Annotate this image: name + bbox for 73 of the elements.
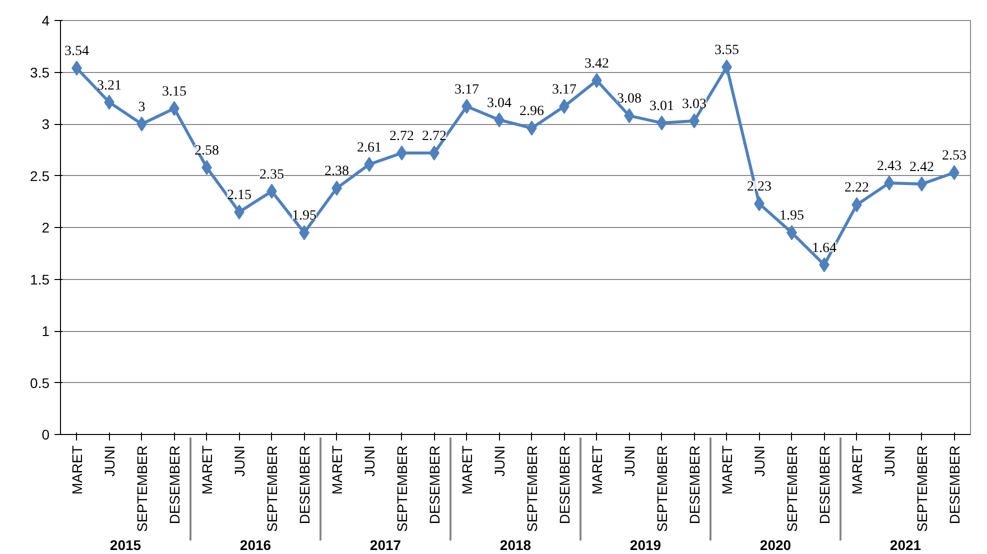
data-label: 3 [138,100,146,115]
data-label: 3.08 [617,92,642,107]
data-label: 2.43 [877,158,902,174]
x-tick-label: JUNI [881,445,898,477]
x-tick-label: MARET [68,445,85,494]
x-tick-label: SEPTEMBER [654,445,670,532]
text: 2019 [630,536,662,553]
text: 2021 [890,536,922,553]
x-tick-label: DESEMBER [946,445,962,524]
x-tick-label: MARET [198,445,215,494]
x-tick-label: JUNI [751,445,768,477]
y-tick-label: 1 [42,323,50,339]
x-tick-label: JUNI [361,445,378,477]
x-tick-label: SEPTEMBER [524,445,540,532]
data-label: 3.17 [454,82,479,98]
x-tick-label: SEPTEMBER [784,445,800,532]
text: 2018 [500,536,532,553]
x-tick-label: MARET [328,445,345,494]
x-tick-label: DESEMBER [816,445,832,524]
x-tick-label: DESEMBER [556,445,572,524]
x-tick-label: SEPTEMBER [914,445,930,532]
y-tick-label: 3.5 [30,64,50,80]
text: 2020 [760,536,792,553]
data-label: 3.42 [584,56,609,72]
x-tick-label: MARET [718,445,735,494]
y-tick-label: 0 [42,426,50,442]
x-tick-label: JUNI [101,445,118,477]
data-label: 3.15 [162,84,186,100]
data-label: 2.58 [194,143,219,158]
data-label: 2.38 [324,164,349,180]
data-label: 2.53 [942,148,966,164]
data-label: 3.54 [64,44,89,60]
y-tick-label: 0.5 [30,374,50,391]
x-tick-label: JUNI [621,445,638,477]
text: 2015 [110,536,142,553]
x-tick-label: JUNI [231,445,248,477]
point [136,116,147,132]
data-label: 1.95 [292,208,316,224]
x-tick-label: DESEMBER [686,445,702,524]
data-label: 2.35 [260,167,284,182]
y-tick-label: 1.5 [30,271,50,288]
text: 2017 [370,536,402,553]
x-tick-label: MARET [848,445,865,494]
y-tick-label: 2.5 [30,168,50,184]
data-label: 2.15 [227,188,252,203]
x-tick-label: DESEMBER [426,445,442,524]
x-tick-label: JUNI [491,445,508,477]
x-tick-label: MARET [588,445,605,494]
data-label: 2.96 [520,104,544,120]
data-label: 2.61 [357,140,382,156]
data-label: 3.04 [487,96,512,111]
data-label: 2.72 [390,128,414,144]
data-label: 1.95 [780,208,804,224]
data-label: 2.42 [910,160,934,176]
y-tick-label: 3 [42,116,50,132]
text: 2016 [240,536,272,553]
x-tick-label: MARET [458,445,475,494]
data-label: 3.01 [650,98,674,114]
x-tick-label: DESEMBER [166,445,182,524]
x-tick-label: SEPTEMBER [394,445,410,532]
data-label: 3.17 [552,82,576,98]
y-tick-label: 2 [42,220,50,236]
x-tick-label: SEPTEMBER [264,445,280,532]
data-label: 2.23 [747,180,772,195]
data-label: 2.72 [422,128,446,144]
data-label: 1.64 [812,240,836,256]
data-label: 3.03 [682,96,706,112]
data-label: 2.22 [844,180,869,196]
x-tick-label: SEPTEMBER [134,445,150,532]
data-label: 3.55 [714,43,739,58]
x-tick-label: DESEMBER [296,445,312,524]
data-label: 3.21 [97,78,122,94]
y-tick-label: 4 [42,12,50,28]
